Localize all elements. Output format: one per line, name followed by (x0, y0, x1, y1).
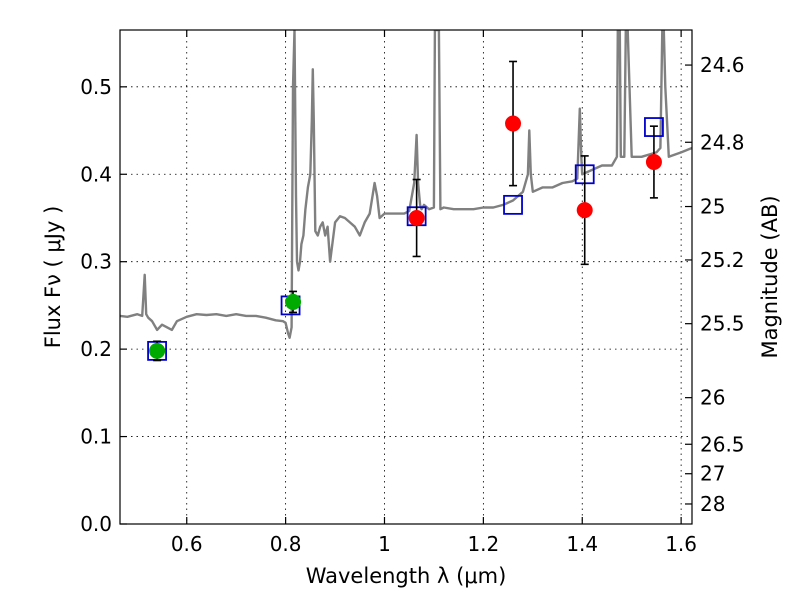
x-tick-label: 1.2 (467, 532, 499, 556)
y2-axis-label: Magnitude (AB) (758, 195, 782, 358)
y-tick-label: 0.5 (80, 75, 112, 99)
y2-tick-label: 26 (700, 386, 725, 410)
marker-layer (147, 60, 664, 362)
x-tick-label: 0.8 (270, 532, 302, 556)
y2-tick-label: 26.5 (700, 432, 745, 456)
y2-tick-label: 25.2 (700, 248, 745, 272)
x-tick-label: 0.6 (171, 532, 203, 556)
x-axis-label: Wavelength λ (μm) (306, 564, 507, 588)
data-point (645, 154, 662, 171)
y2-tick-label: 24.8 (700, 130, 745, 154)
y2-tick-label: 25 (700, 195, 725, 219)
grid (120, 30, 692, 524)
tick-layer: 0.6 0.8 1 1.2 1.4 1.6 0.0 0.1 0.2 0.3 0.4 0.5 24.6 24… (80, 30, 745, 556)
y-tick-label: 0.3 (80, 250, 112, 274)
y-tick-label: 0.4 (80, 162, 112, 186)
data-point (285, 293, 302, 310)
y-tick-label: 0.1 (80, 425, 112, 449)
y2-tick-label: 24.6 (700, 53, 745, 77)
x-tick-label: 1 (378, 532, 391, 556)
spectrum-layer (120, 30, 692, 339)
y2-tick-label: 28 (700, 492, 725, 516)
y-tick-label: 0.0 (80, 512, 112, 536)
spectrum-line (120, 30, 692, 339)
data-point (149, 342, 166, 359)
x-tick-label: 1.4 (566, 532, 598, 556)
plot-frame (119, 29, 693, 525)
y-axis-label: Flux Fν ( μJy ) (41, 206, 65, 349)
model-square (503, 194, 523, 215)
x-tick-label: 1.6 (665, 532, 697, 556)
y2-tick-label: 25.5 (700, 312, 745, 336)
data-point (576, 202, 593, 219)
y2-tick-label: 27 (700, 462, 725, 486)
data-point (505, 115, 522, 132)
data-point (408, 209, 425, 226)
y-tick-label: 0.2 (80, 337, 112, 361)
